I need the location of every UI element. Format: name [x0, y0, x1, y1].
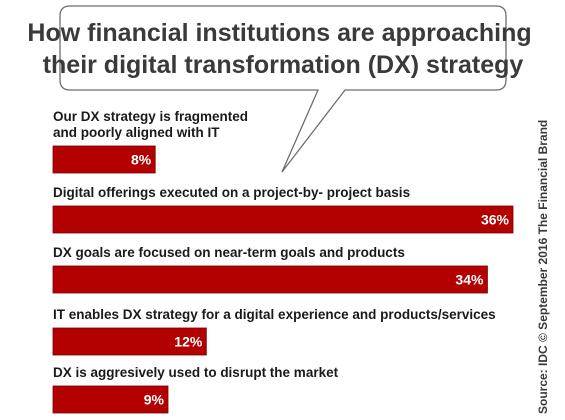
bar-3: [52, 265, 488, 294]
value-label-3: 34%: [455, 272, 484, 288]
bar-2: [52, 205, 514, 234]
category-label-5: DX is aggresively used to disrupt the ma…: [53, 365, 339, 380]
value-label-2: 36%: [481, 212, 510, 228]
category-label-1-line-1: Our DX strategy is fragmented: [53, 109, 248, 124]
category-label-1-line-2: and poorly aligned with IT: [53, 125, 220, 140]
value-label-1: 8%: [131, 152, 152, 168]
value-label-4: 12%: [174, 334, 203, 350]
source-note: Source: IDC © September 2016 The Financi…: [536, 120, 550, 414]
category-label-4: IT enables DX strategy for a digital exp…: [53, 307, 496, 322]
bar-1: [52, 145, 156, 174]
chart-title: How financial institutions are approachi…: [27, 19, 538, 79]
value-label-5: 9%: [144, 392, 165, 408]
speech-bubble: [59, 5, 507, 173]
bar-4: [52, 327, 207, 356]
title-callout: How financial institutions are approachi…: [27, 5, 538, 173]
chart-title-line-2: their digital transformation (DX) strate…: [43, 51, 524, 79]
chart-title-line-1: How financial institutions are approachi…: [27, 19, 531, 47]
category-label-3: DX goals are focused on near-term goals …: [53, 245, 405, 260]
bar-5: [52, 385, 169, 414]
category-label-2: Digital offerings executed on a project-…: [53, 185, 410, 200]
